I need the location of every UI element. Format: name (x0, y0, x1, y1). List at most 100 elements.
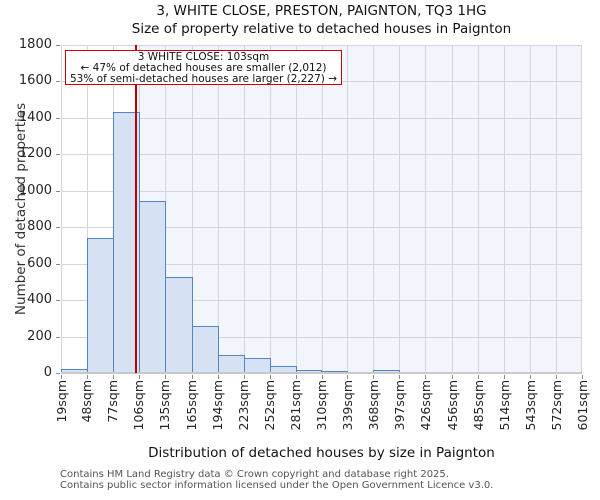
y-tick-mark (56, 227, 60, 229)
x-tick-label: 368sqm (365, 380, 381, 431)
x-tick-mark (478, 375, 480, 379)
x-tick-mark (556, 375, 558, 379)
chart-subtitle: Size of property relative to detached ho… (131, 21, 512, 37)
x-tick-label: 194sqm (210, 380, 226, 431)
x-tick-mark (112, 375, 114, 379)
gridline-vertical (478, 45, 480, 373)
y-tick-label: 1800 (18, 37, 52, 52)
gridline-vertical (217, 45, 219, 373)
chart-title: 3, WHITE CLOSE, PRESTON, PAIGNTON, TQ3 1… (156, 3, 487, 19)
gridline-vertical (530, 45, 532, 373)
y-tick-mark (56, 154, 60, 156)
x-tick-mark (504, 375, 506, 379)
x-axis-title: Distribution of detached houses by size … (148, 445, 495, 461)
y-tick-mark (56, 263, 60, 265)
x-tick-mark (217, 375, 219, 379)
x-tick-label: 281sqm (288, 380, 304, 431)
y-axis-title: Number of detached properties (13, 102, 29, 316)
y-tick-label: 1400 (18, 109, 52, 125)
y-tick-label: 800 (27, 219, 52, 235)
x-tick-label: 601sqm (574, 380, 590, 431)
x-tick-label: 135sqm (157, 380, 173, 431)
y-tick-label: 1000 (18, 182, 52, 198)
gridline-vertical (373, 45, 375, 373)
x-tick-label: 426sqm (417, 380, 433, 431)
shade-region-larger (136, 45, 582, 373)
x-tick-mark (452, 375, 454, 379)
x-tick-label: 165sqm (184, 380, 200, 431)
histogram-bar (269, 365, 297, 373)
x-tick-mark (347, 375, 349, 379)
plot-area (61, 45, 582, 374)
gridline-vertical (295, 45, 297, 373)
x-tick-mark (86, 375, 88, 379)
x-tick-mark (243, 375, 245, 379)
y-tick-label: 1600 (18, 73, 52, 89)
gridline-vertical (556, 45, 558, 373)
y-tick-label: 200 (27, 328, 52, 344)
x-tick-mark (138, 375, 140, 379)
x-tick-mark (582, 375, 583, 379)
x-axis-baseline (61, 371, 582, 374)
y-tick-label: 400 (27, 292, 52, 308)
y-tick-mark (56, 190, 60, 192)
x-tick-mark (425, 375, 427, 379)
gridline-vertical (347, 45, 349, 373)
footer-attribution: Contains HM Land Registry data © Crown c… (60, 469, 494, 491)
x-tick-label: 310sqm (314, 380, 329, 431)
gridline-vertical (269, 45, 271, 373)
y-tick-mark (56, 45, 60, 46)
gridline-vertical (86, 45, 88, 373)
x-tick-mark (530, 375, 532, 379)
x-tick-mark (373, 375, 375, 379)
gridline-vertical (321, 45, 323, 373)
x-tick-label: 543sqm (522, 380, 538, 431)
x-tick-mark (191, 375, 193, 379)
x-tick-mark (295, 375, 297, 379)
x-tick-label: 572sqm (548, 380, 564, 431)
x-tick-label: 223sqm (236, 380, 252, 431)
x-tick-mark (321, 375, 323, 379)
x-tick-mark (164, 375, 166, 379)
y-tick-mark (56, 300, 60, 302)
histogram-bar (138, 200, 166, 373)
x-tick-label: 397sqm (391, 380, 407, 431)
gridline-vertical (243, 45, 245, 373)
x-tick-label: 339sqm (339, 380, 355, 431)
annotation-box: 3 WHITE CLOSE: 103sqm ← 47% of detached … (65, 50, 342, 85)
footer-line1: Contains HM Land Registry data © Crown c… (60, 469, 449, 480)
x-tick-label: 456sqm (444, 380, 460, 431)
x-tick-label: 106sqm (131, 380, 147, 431)
x-tick-label: 77sqm (105, 380, 121, 423)
histogram-bar (86, 238, 114, 373)
y-tick-mark (56, 336, 60, 338)
x-tick-label: 485sqm (470, 380, 486, 431)
y-tick-label: 600 (27, 255, 52, 271)
gridline-vertical (452, 45, 454, 373)
x-tick-mark (61, 375, 62, 379)
gridline-vertical (425, 45, 427, 373)
footer-line2: Contains public sector information licen… (60, 479, 494, 491)
histogram-bar (191, 325, 219, 373)
x-tick-label: 48sqm (79, 380, 95, 423)
y-tick-mark (56, 373, 60, 374)
x-tick-mark (269, 375, 271, 379)
gridline-vertical (61, 45, 62, 373)
histogram-bar (164, 277, 193, 373)
gridline-vertical (191, 45, 193, 373)
y-tick-label: 1200 (18, 146, 52, 162)
y-tick-mark (56, 117, 60, 119)
x-tick-label: 252sqm (262, 380, 278, 431)
y-tick-label: 0 (43, 365, 52, 380)
gridline-vertical (504, 45, 506, 373)
x-tick-label: 514sqm (496, 380, 512, 431)
histogram-bar (243, 357, 271, 373)
y-tick-mark (56, 81, 60, 83)
property-size-marker-line (135, 45, 138, 373)
annotation-line1: 3 WHITE CLOSE: 103sqm (137, 51, 270, 63)
gridline-vertical (399, 45, 401, 373)
x-tick-mark (399, 375, 401, 379)
x-tick-label: 19sqm (53, 380, 69, 423)
histogram-bar (217, 354, 245, 373)
